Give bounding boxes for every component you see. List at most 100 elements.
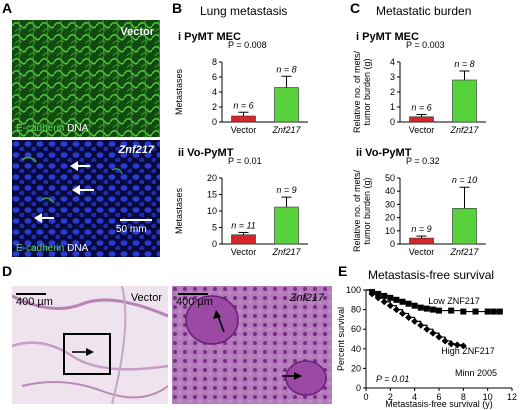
bar [274,87,299,123]
y-axis-label: tumor burden (g) [362,58,372,125]
arrow-icon [72,185,94,195]
panel-letter-a: A [2,0,13,16]
subtitle: i PyMT MEC [178,31,241,43]
censor-mark-square [496,308,503,315]
y-tick-label: 8 [212,57,217,67]
panel-letter-c: C [350,0,361,16]
caption-dna: DNA [67,243,89,254]
y-axis-label: Relative no. of mets/ [352,169,362,252]
p-value: P = 0.008 [228,40,267,50]
e-cadherin-texture [12,20,160,137]
category-label: Znf217 [271,247,301,257]
censor-mark-diamond [374,294,382,302]
arrow-icon [70,161,90,171]
caption-dna: DNA [67,123,89,134]
category-label: Znf217 [449,247,479,257]
title-metastasis-free-survival: Metastasis-free survival [368,268,495,282]
panel-letter-e: E [338,263,348,279]
dataset-label: Minn 2005 [455,368,497,378]
p-value: P = 0.01 [228,156,262,166]
y-tick-label: 0 [390,239,395,249]
censor-mark-square [484,308,491,315]
y-tick-label: 80 [351,305,361,315]
x-tick-label: 12 [507,392,517,402]
censor-mark-diamond [405,313,413,321]
y-axis-label: Percent survival [336,307,346,371]
panel-letter-b: B [172,0,183,16]
censor-mark-square [411,302,418,309]
censor-mark-diamond [380,298,388,306]
caption-ecadherin-dna: E-cadherin DNA [16,123,88,134]
p-value: P = 0.01 [376,374,409,384]
censor-mark-square [393,296,400,303]
bar [452,208,477,245]
subtitle: i PyMT MEC [356,31,419,43]
censor-mark-diamond [447,340,455,348]
y-tick-label: 0 [212,117,217,127]
censor-mark-square [448,307,455,314]
y-tick-label: 2 [390,87,395,97]
bar [231,234,256,245]
y-tick-label: 6 [212,72,217,82]
bar [409,116,434,123]
bar-chart-c-i: i PyMT MEC 0 1 2 3 4 Relative no. of mets/tumo… [352,31,486,135]
title-lung-metastasis: Lung metastasis [200,4,288,18]
n-label: n = 6 [233,100,253,110]
censor-mark-diamond [441,337,449,345]
label-vector-d: Vector [130,292,162,304]
arrow-icon [282,372,302,380]
censor-mark-diamond [411,317,419,325]
scale-bar-label: 50 mm [116,224,147,235]
panel-letter-d: D [2,263,13,279]
legend-high: High ZNF217 [441,346,495,356]
censor-mark-diamond [435,333,443,341]
bar [274,206,299,245]
x-tick-label: 0 [363,392,368,402]
caption-ecadherin: E-cadherin [16,243,65,254]
n-label: n = 8 [276,64,296,74]
category-label: Znf217 [449,125,479,135]
category-label: Znf217 [271,125,301,135]
bar [452,79,477,123]
censor-mark-square [381,292,388,299]
bar-chart-b-ii: ii Vo-PyMT 0 5 10 15 20 Metastases n = 11 Vector… [174,147,308,257]
arrow-icon [213,310,225,333]
x-tick-label: 4 [412,392,417,402]
y-axis-label: tumor burden (g) [362,177,372,244]
histology-texture-vector [12,286,168,404]
censor-mark-diamond [399,310,406,318]
category-label: Vector [231,247,257,257]
y-tick-label: 2 [212,102,217,112]
y-axis-label: Relative no. of mets/ [352,50,362,133]
y-tick-label: 20 [207,173,217,183]
censor-mark-diamond [417,321,425,329]
censor-mark-square [490,308,497,315]
n-label: n = 11 [231,220,256,230]
y-axis-label: Metastases [174,187,184,234]
y-tick-label: 50 [385,173,395,183]
y-tick-label: 20 [351,363,361,373]
y-tick-label: 4 [390,57,395,67]
subtitle: ii Vo-PyMT [178,147,234,159]
y-tick-label: 0 [390,117,395,127]
n-label: n = 10 [452,175,477,185]
bar [409,237,434,245]
y-axis-label: Metastases [174,68,184,115]
y-tick-label: 5 [212,223,217,233]
y-tick-label: 3 [390,72,395,82]
category-label: Vector [409,125,435,135]
histology-znf217: 400 µm Znf217 [172,286,332,404]
y-tick-label: 0 [356,383,361,393]
censor-mark-square [423,305,430,312]
category-label: Vector [409,247,435,257]
censor-mark-square [405,300,412,307]
legend-low: Low ZNF217 [428,296,480,306]
bar [231,115,256,123]
survival-chart: 0 20 40 60 80 100 0 2 4 6 8 10 12 Percent survival Met… [336,285,517,409]
arrow-icon [34,213,54,223]
censor-mark-diamond [459,342,467,350]
label-znf217-d: Znf217 [289,292,324,304]
y-tick-label: 1 [390,102,395,112]
y-tick-label: 15 [207,190,217,200]
subtitle: ii Vo-PyMT [356,147,412,159]
